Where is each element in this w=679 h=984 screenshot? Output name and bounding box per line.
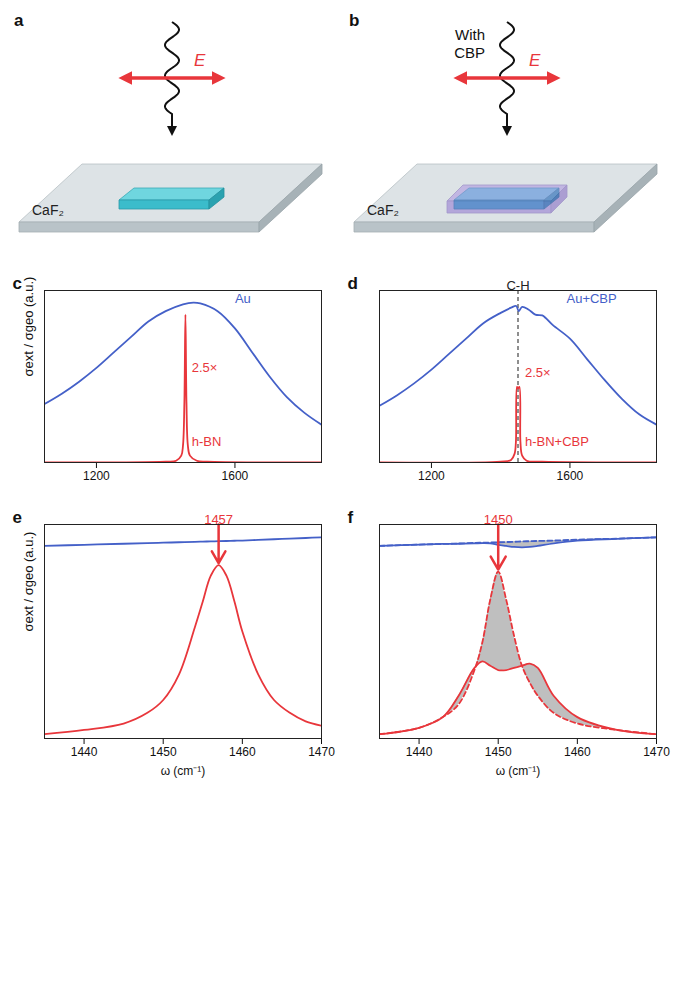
svg-text:σext / σgeo (a.u.): σext / σgeo (a.u.) [21,277,36,377]
svg-text:1450: 1450 [150,745,177,759]
svg-text:C-H: C-H [506,277,530,293]
svg-text:h-BN: h-BN [192,434,222,449]
svg-text:2.5×: 2.5× [525,365,551,380]
svg-text:1440: 1440 [71,745,98,759]
svg-text:1450: 1450 [485,745,512,759]
svg-text:d: d [348,274,358,293]
svg-text:2.5×: 2.5× [192,360,218,375]
svg-text:1460: 1460 [229,745,256,759]
svg-text:1470: 1470 [643,745,670,759]
svg-text:ω (cm⁻¹): ω (cm⁻¹) [161,764,206,778]
svg-text:c: c [12,273,22,293]
svg-text:1460: 1460 [564,745,591,759]
svg-text:f: f [348,508,354,527]
svg-text:h-BN+CBP: h-BN+CBP [525,434,589,449]
svg-text:Au+CBP: Au+CBP [566,291,616,306]
svg-text:1600: 1600 [222,469,249,483]
svg-text:1200: 1200 [418,469,445,483]
svg-text:e: e [13,508,22,527]
svg-text:a: a [14,11,24,30]
svg-text:σext / σgeo (a.u.): σext / σgeo (a.u.) [21,532,36,632]
svg-text:1200: 1200 [83,469,110,483]
svg-text:CaF₂: CaF₂ [32,202,64,218]
svg-text:E: E [529,51,541,70]
svg-text:b: b [349,11,359,30]
svg-text:1457: 1457 [204,511,234,527]
svg-text:CBP: CBP [454,44,485,61]
svg-text:Au: Au [235,291,251,306]
svg-text:ω (cm⁻¹): ω (cm⁻¹) [496,764,541,778]
svg-text:CaF₂: CaF₂ [367,202,399,218]
svg-text:1470: 1470 [308,745,335,759]
svg-text:With: With [455,26,485,43]
svg-text:E: E [194,51,206,70]
svg-text:1440: 1440 [406,745,433,759]
svg-text:1600: 1600 [557,469,584,483]
svg-text:1450: 1450 [483,511,513,527]
